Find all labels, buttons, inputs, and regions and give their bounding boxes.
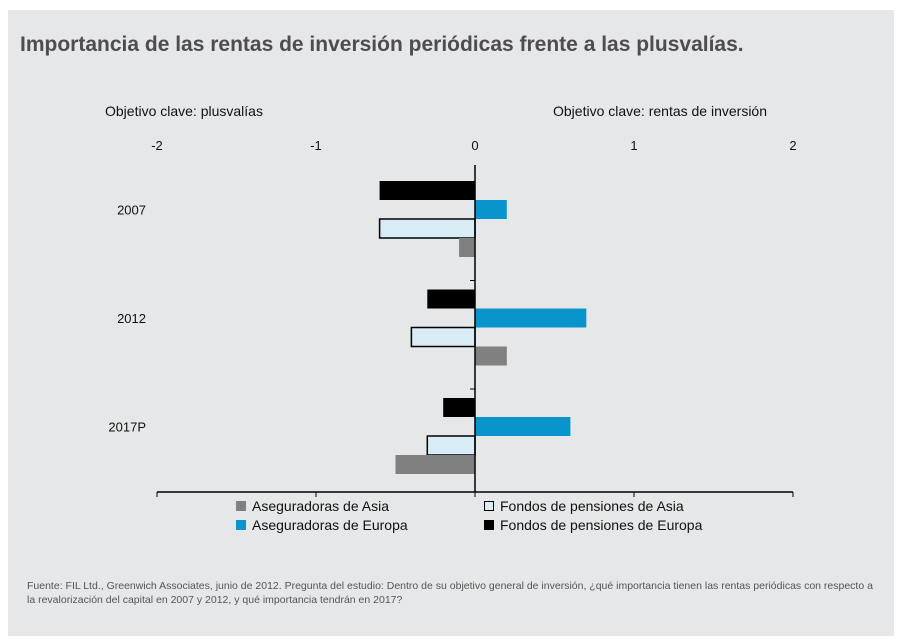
bar [475,417,571,436]
right-axis-label: Objetivo clave: rentas de inversión [553,103,767,119]
x-tick-label: 2 [789,138,796,153]
left-axis-label: Objetivo clave: plusvalías [105,103,263,119]
legend-swatch [484,501,494,511]
x-tick-label: -1 [310,138,322,153]
bar [427,289,475,309]
bar [443,398,475,417]
bar [410,326,476,348]
x-tick-label: -2 [151,138,163,153]
bar [379,181,475,200]
bar [426,435,476,456]
category-label: 2017P [108,420,146,435]
legend-label: Fondos de pensiones de Asia [500,498,684,514]
category-label: 2007 [117,203,146,218]
chart-title: Importancia de las rentas de inversión p… [20,33,744,56]
legend-label: Aseguradoras de Europa [252,517,408,533]
legend-label: Fondos de pensiones de Europa [500,517,703,533]
legend-swatch [236,520,246,530]
bar [378,218,476,239]
bar [459,238,475,257]
legend-item-aseguradoras-europa: Aseguradoras de Europa [236,517,408,533]
chart-panel [8,10,894,636]
bar [475,308,587,328]
legend-label: Aseguradoras de Asia [252,498,389,514]
x-tick-label: 1 [630,138,637,153]
category-label: 2012 [117,311,146,326]
source-note: Fuente: FIL Ltd., Greenwich Associates, … [27,580,873,606]
legend-item-fondos-asia: Fondos de pensiones de Asia [484,498,684,514]
x-tick-label: 0 [471,138,478,153]
legend-item-aseguradoras-asia: Aseguradoras de Asia [236,498,389,514]
legend-item-fondos-europa: Fondos de pensiones de Europa [484,517,702,533]
legend-swatch [236,501,246,511]
bar [475,200,507,219]
bar [395,455,475,474]
bar [475,346,507,366]
legend-swatch [484,520,494,530]
